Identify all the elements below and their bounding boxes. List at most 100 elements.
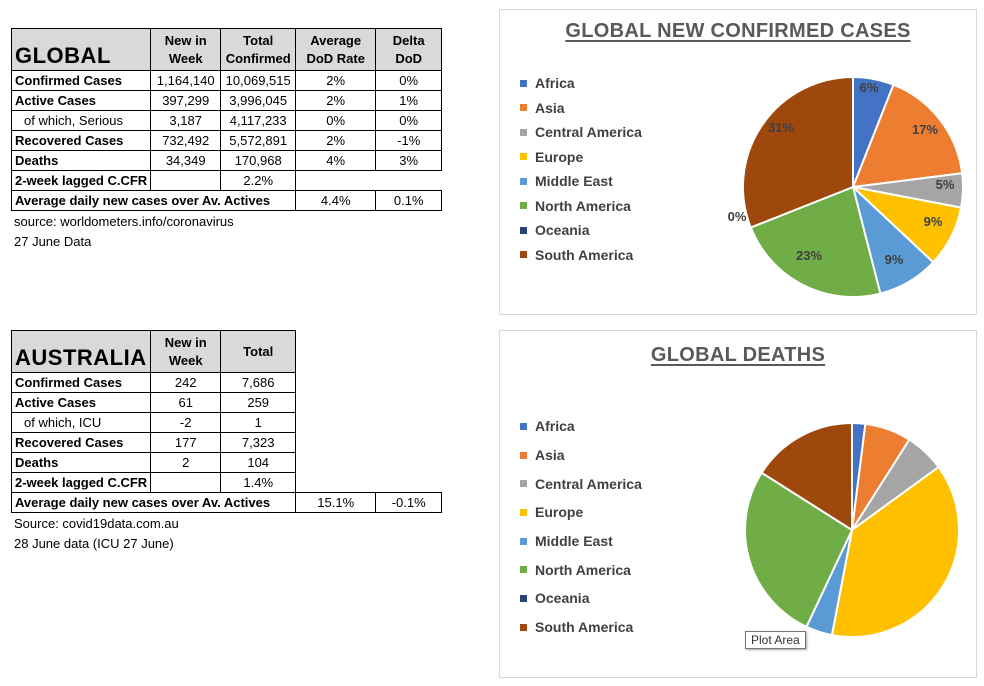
legend-label: North America bbox=[535, 197, 631, 214]
average-value: 4.4% bbox=[295, 190, 377, 211]
average-dod-cell: 2% bbox=[295, 70, 377, 91]
empty-cell bbox=[296, 433, 376, 453]
data-label: 23% bbox=[796, 248, 822, 263]
legend-swatch bbox=[520, 251, 527, 259]
pie-slice-south-america[interactable] bbox=[742, 75, 854, 229]
table-row: Deaths 2 104 bbox=[10, 452, 442, 473]
chart-title: GLOBAL NEW CONFIRMED CASES bbox=[565, 20, 911, 42]
legend-swatch bbox=[520, 422, 527, 430]
empty-cell bbox=[296, 331, 376, 373]
legend-swatch bbox=[520, 177, 527, 185]
empty-cell bbox=[376, 433, 442, 453]
new-in-week-cell: 177 bbox=[150, 432, 222, 453]
new-in-week-cell: 2 bbox=[150, 452, 222, 473]
table-row: Active Cases 397,299 3,996,045 2% 1% bbox=[10, 90, 443, 111]
legend-item[interactable]: Africa bbox=[520, 412, 642, 441]
table-header-row: AUSTRALIA New in Week Total bbox=[10, 330, 442, 373]
legend-item[interactable]: Oceania bbox=[520, 584, 642, 613]
pie-slice-south-america[interactable] bbox=[760, 421, 853, 532]
legend-item[interactable]: Middle East bbox=[520, 169, 642, 194]
total-cell: 10,069,515 bbox=[220, 70, 297, 91]
legend-item[interactable]: Asia bbox=[520, 96, 642, 121]
legend-swatch bbox=[520, 451, 527, 459]
legend-label: Europe bbox=[535, 148, 584, 165]
pie-slice-europe[interactable] bbox=[830, 465, 960, 638]
legend-swatch bbox=[520, 623, 527, 631]
data-label: 0% bbox=[728, 209, 747, 224]
pie-slice-north-america[interactable] bbox=[749, 185, 882, 298]
average-delta: -0.1% bbox=[375, 492, 443, 513]
legend-item[interactable]: Europe bbox=[520, 145, 642, 170]
average-value: 15.1% bbox=[295, 492, 377, 513]
column-header: New in Week bbox=[150, 330, 222, 373]
empty-cell bbox=[376, 473, 442, 493]
legend-item[interactable]: South America bbox=[520, 243, 642, 268]
global-date-note: 27 June Data bbox=[14, 234, 92, 249]
legend-item[interactable]: Asia bbox=[520, 441, 642, 470]
empty-cell bbox=[296, 453, 376, 473]
legend-swatch bbox=[520, 202, 527, 210]
table-row: Confirmed Cases 1,164,140 10,069,515 2% 0% bbox=[10, 70, 443, 91]
legend-item[interactable]: Oceania bbox=[520, 218, 642, 243]
pie-slice-asia[interactable] bbox=[851, 83, 964, 189]
row-label: Deaths bbox=[10, 150, 152, 171]
pie-slice-north-america[interactable] bbox=[744, 471, 854, 629]
pie-chart: 2%7%6%38%4%27%0%16% bbox=[744, 421, 960, 638]
row-label: Recovered Cases bbox=[10, 130, 152, 151]
legend-label: South America bbox=[535, 619, 634, 636]
australia-date-note: 28 June data (ICU 27 June) bbox=[14, 536, 174, 551]
row-label: Active Cases bbox=[10, 392, 152, 413]
total-cell: 5,572,891 bbox=[220, 130, 297, 151]
legend-item[interactable]: Central America bbox=[520, 469, 642, 498]
total-cell: 1 bbox=[220, 412, 297, 433]
delta-dod-cell: 1% bbox=[375, 90, 443, 111]
global-deaths-chart[interactable]: GLOBAL DEATHS Africa Asia Central America E… bbox=[499, 330, 977, 678]
legend-item[interactable]: Africa bbox=[520, 71, 642, 96]
legend-label: Middle East bbox=[535, 173, 613, 190]
plot-area-tooltip: Plot Area bbox=[745, 631, 806, 649]
legend-item[interactable]: North America bbox=[520, 194, 642, 219]
table-row: Deaths 34,349 170,968 4% 3% bbox=[10, 150, 443, 171]
legend-label: Middle East bbox=[535, 533, 613, 550]
legend-label: North America bbox=[535, 561, 631, 578]
cfr-value: 2.2% bbox=[220, 170, 297, 191]
legend-item[interactable]: Europe bbox=[520, 498, 642, 527]
legend-label: Asia bbox=[535, 99, 565, 116]
table-row: Recovered Cases 177 7,323 bbox=[10, 432, 442, 453]
legend-swatch bbox=[520, 508, 527, 516]
empty-cell bbox=[376, 373, 442, 393]
delta-dod-cell: 0% bbox=[375, 70, 443, 91]
average-label: Average daily new cases over Av. Actives bbox=[10, 190, 297, 211]
average-row: Average daily new cases over Av. Actives… bbox=[10, 190, 443, 211]
empty-cell bbox=[376, 331, 442, 373]
cfr-row: 2-week lagged C.CFR 2.2% bbox=[10, 170, 442, 191]
legend-label: Asia bbox=[535, 447, 565, 464]
legend-swatch bbox=[520, 537, 527, 545]
legend-swatch bbox=[520, 480, 527, 488]
legend-item[interactable]: North America bbox=[520, 555, 642, 584]
global-cases-chart[interactable]: GLOBAL NEW CONFIRMED CASES Africa Asia Cen… bbox=[499, 9, 977, 315]
cfr-label: 2-week lagged C.CFR bbox=[10, 472, 152, 493]
new-in-week-cell: 1,164,140 bbox=[150, 70, 222, 91]
total-cell: 4,117,233 bbox=[220, 110, 297, 131]
table-title: GLOBAL bbox=[10, 28, 152, 71]
cfr-label: 2-week lagged C.CFR bbox=[10, 170, 152, 191]
legend-item[interactable]: South America bbox=[520, 613, 642, 642]
average-dod-cell: 2% bbox=[295, 90, 377, 111]
data-label: 6% bbox=[860, 80, 879, 95]
empty-cell bbox=[376, 453, 442, 473]
legend-item[interactable]: Central America bbox=[520, 120, 642, 145]
delta-dod-cell: 0% bbox=[375, 110, 443, 131]
legend-label: South America bbox=[535, 246, 634, 263]
legend-swatch bbox=[520, 128, 527, 136]
average-label: Average daily new cases over Av. Actives bbox=[10, 492, 297, 513]
australia-source: Source: covid19data.com.au bbox=[14, 516, 179, 531]
row-label: Confirmed Cases bbox=[10, 372, 152, 393]
empty-cell bbox=[296, 171, 376, 191]
average-dod-cell: 4% bbox=[295, 150, 377, 171]
row-label: of which, ICU bbox=[10, 412, 152, 433]
empty-cell bbox=[376, 171, 442, 191]
row-label: Recovered Cases bbox=[10, 432, 152, 453]
table-row: Confirmed Cases 242 7,686 bbox=[10, 372, 442, 393]
legend-item[interactable]: Middle East bbox=[520, 527, 642, 556]
